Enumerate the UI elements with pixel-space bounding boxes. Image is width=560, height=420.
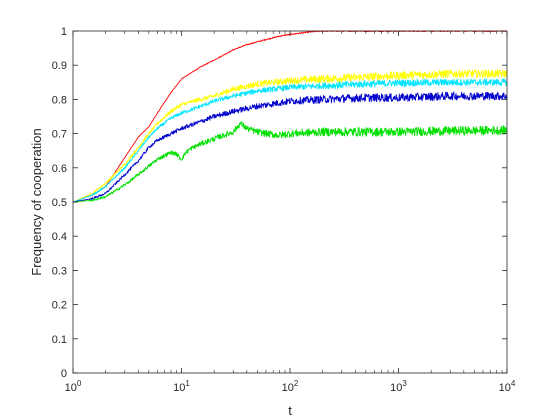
y-tick-label: 0.4 <box>52 231 67 243</box>
x-tick-label: 101 <box>173 379 190 394</box>
series-line-4 <box>72 91 508 203</box>
y-tick-label: 0.6 <box>52 163 67 175</box>
ticks-layer: 0 0.1 0.2 0.3 0.4 0.5 0.6 0.7 0.8 0.9 1 100 101 102 10… <box>52 26 516 394</box>
x-tick-label: 104 <box>499 379 516 394</box>
x-tick-label: 103 <box>390 379 407 394</box>
y-tick-label: 0.5 <box>52 197 67 209</box>
series-line-2 <box>72 69 508 203</box>
x-tick-label: 100 <box>65 379 82 394</box>
y-tick-label: 0.3 <box>52 265 67 277</box>
y-tick-label: 0.2 <box>52 300 67 312</box>
y-tick-label: 0 <box>61 368 67 380</box>
y-tick-label: 0.7 <box>52 129 67 141</box>
series-line-3 <box>72 78 508 203</box>
series-line-5 <box>72 121 508 203</box>
x-axis-label: t <box>288 403 292 418</box>
y-tick-label: 1 <box>61 26 67 38</box>
y-tick-label: 0.8 <box>52 94 67 106</box>
y-tick-label: 0.9 <box>52 60 67 72</box>
plot-area <box>73 31 507 373</box>
y-tick-label: 0.1 <box>52 334 67 346</box>
y-axis-label: Frequency of cooperation <box>29 128 44 275</box>
x-tick-label: 102 <box>282 379 299 394</box>
